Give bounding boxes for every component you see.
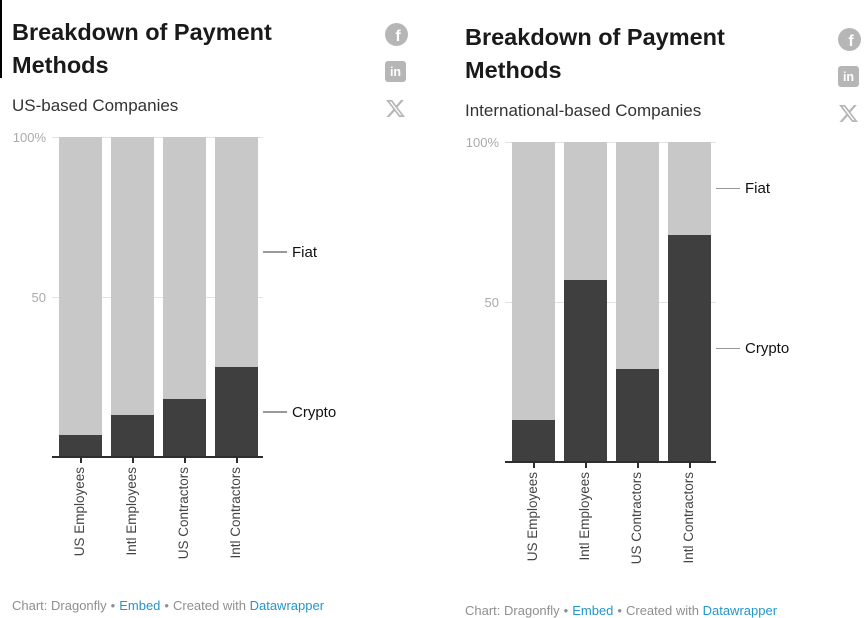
bar-segment-fiat (668, 142, 711, 235)
facebook-glyph: f (848, 33, 854, 50)
bar-segment-crypto (111, 415, 154, 457)
bar-segment-fiat (616, 142, 659, 370)
annotation-label: Fiat (292, 243, 318, 261)
facebook-glyph: f (395, 28, 401, 45)
annotation-crypto: Crypto (716, 339, 790, 357)
x-axis-category-label: US Contractors (628, 472, 644, 565)
x-axis-tick (79, 458, 82, 463)
chart-subtitle: US-based Companies (12, 96, 179, 115)
bar-segment-crypto (616, 369, 659, 462)
x-axis-tick (688, 463, 691, 468)
bar-segment-fiat (564, 142, 607, 280)
y-axis-tick-label-50: 50 (31, 290, 46, 305)
gridline-50 (52, 297, 263, 298)
annotation-connector-line (716, 187, 740, 190)
bar-segment-fiat (512, 142, 555, 421)
embed-link[interactable]: Embed (572, 603, 614, 618)
bar-segment-crypto (668, 234, 711, 462)
annotation-fiat: Fiat (716, 179, 771, 197)
left-edge-border (0, 0, 2, 78)
footer-separator: • (617, 603, 622, 618)
bar-segment-fiat (111, 137, 154, 416)
x-axis-tick (183, 458, 186, 463)
x-share-icon[interactable] (838, 103, 859, 124)
x-axis-category-label: Intl Contractors (227, 467, 243, 559)
chart-card-us: Breakdown of Payment Methods US-based Co… (0, 0, 415, 613)
bar-segment-crypto (215, 367, 258, 457)
annotation-connector-line (263, 411, 287, 413)
y-axis-tick-label-100: 100% (465, 135, 499, 150)
x-axis-tick (584, 463, 587, 468)
footer-created-with: Created with (625, 603, 699, 618)
bar-segment-fiat (163, 137, 206, 400)
embed-link[interactable]: Embed (119, 598, 161, 613)
x-axis-category-label: Intl Employees (576, 472, 592, 561)
linkedin-glyph: in (389, 64, 402, 79)
footer-credit: Chart: Dragonfly (12, 598, 107, 613)
x-axis-tick (131, 458, 134, 463)
linkedin-glyph: in (842, 69, 855, 84)
chart-card-international: Breakdown of Payment Methods Internation… (453, 5, 868, 618)
footer-separator: • (164, 598, 169, 613)
y-axis-tick-label-50: 50 (484, 295, 499, 310)
footer-created-with: Created with (172, 598, 246, 613)
x-axis-tick (532, 463, 535, 468)
bar-segment-fiat (59, 137, 102, 435)
x-axis-category-label: US Employees (71, 467, 87, 557)
annotation-fiat: Fiat (263, 243, 318, 261)
x-axis-tick (235, 458, 238, 463)
x-axis-category-label: US Contractors (175, 467, 191, 560)
annotation-label: Crypto (292, 403, 337, 421)
bar-us-contractors (163, 137, 206, 457)
bar-intl-employees (111, 137, 154, 457)
facebook-share-icon[interactable]: f (385, 23, 408, 46)
gridline-100 (52, 137, 263, 138)
datawrapper-link[interactable]: Datawrapper (249, 598, 325, 613)
bar-segment-fiat (215, 137, 258, 368)
chart-title: Breakdown of Payment Methods (12, 19, 272, 78)
chart-footer: Chart: Dragonfly • Embed • Created with Data… (12, 598, 324, 613)
x-axis-line (52, 456, 263, 458)
bar-segment-crypto (59, 434, 102, 457)
share-toolbar: f in (385, 23, 409, 119)
bar-segment-crypto (512, 420, 555, 462)
chart-subtitle: International-based Companies (465, 101, 702, 120)
x-axis-line (505, 461, 716, 463)
linkedin-share-icon[interactable]: in (838, 66, 859, 87)
gridline-100 (505, 142, 716, 143)
x-axis-tick (636, 463, 639, 468)
bar-intl-contractors (215, 137, 258, 457)
chart-footer: Chart: Dragonfly • Embed • Created with Data… (465, 603, 777, 618)
x-axis-category-label: US Employees (524, 472, 540, 562)
facebook-share-icon[interactable]: f (838, 28, 861, 51)
x-axis-category-label: Intl Contractors (680, 472, 696, 564)
bar-segment-crypto (163, 399, 206, 457)
chart-title: Breakdown of Payment Methods (465, 24, 725, 83)
annotation-connector-line (263, 251, 287, 253)
annotation-label: Fiat (745, 179, 771, 197)
bar-us-employees (512, 142, 555, 462)
bar-segment-crypto (564, 279, 607, 462)
stacked-bar-plot: 100% 50 US Employees Intl Employees US Con… (0, 0, 415, 613)
footer-credit: Chart: Dragonfly (465, 603, 560, 618)
linkedin-share-icon[interactable]: in (385, 61, 406, 82)
datawrapper-link[interactable]: Datawrapper (702, 603, 778, 618)
bar-intl-employees (564, 142, 607, 462)
y-axis-tick-label-100: 100% (12, 130, 46, 145)
annotation-connector-line (716, 347, 740, 350)
bar-intl-contractors (668, 142, 711, 462)
bar-us-contractors (616, 142, 659, 462)
stacked-bar-plot: 100% 50 US Employees Intl Employees US Con… (453, 5, 868, 618)
footer-separator: • (563, 603, 569, 618)
share-toolbar: f in (838, 28, 862, 124)
x-axis-category-label: Intl Employees (123, 467, 139, 556)
x-share-icon[interactable] (385, 98, 406, 119)
annotation-crypto: Crypto (263, 403, 337, 421)
bar-us-employees (59, 137, 102, 457)
gridline-50 (505, 302, 716, 303)
footer-separator: • (110, 598, 116, 613)
annotation-label: Crypto (745, 339, 790, 357)
